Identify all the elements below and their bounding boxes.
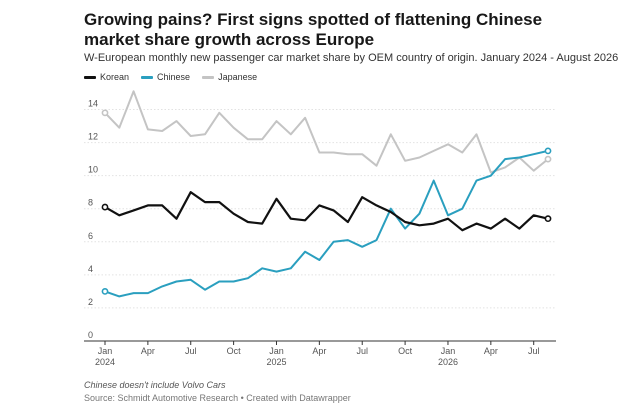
start-point-japanese xyxy=(101,109,109,117)
series-line-korean xyxy=(103,191,550,232)
y-tick-label: 8 xyxy=(88,198,93,208)
x-tick-label: Oct xyxy=(398,346,413,356)
legend-item-japanese: Japanese xyxy=(202,72,257,82)
legend-item-chinese: Chinese xyxy=(141,72,190,82)
chart-subtitle: W-European monthly new passenger car mar… xyxy=(84,52,619,64)
legend-swatch-japanese xyxy=(202,75,215,79)
x-tick-label: Jan xyxy=(441,346,456,356)
chart-title: Growing pains? First signs spotted of fl… xyxy=(84,10,543,49)
y-tick-label: 14 xyxy=(88,99,98,109)
legend-label-japanese: Japanese xyxy=(218,72,258,82)
grid-lines xyxy=(84,109,556,342)
x-tick-label: Apr xyxy=(312,346,326,356)
x-tick-year-label: 2026 xyxy=(438,357,458,367)
x-tick-label: Jul xyxy=(528,346,540,356)
x-tick-year-label: 2025 xyxy=(266,357,286,367)
y-tick-label: 10 xyxy=(88,165,98,175)
x-tick-year-label: 2024 xyxy=(95,357,115,367)
y-tick-label: 0 xyxy=(88,330,93,340)
end-point-japanese xyxy=(544,155,552,163)
legend-label-chinese: Chinese xyxy=(157,72,191,82)
x-tick-label: Jan xyxy=(269,346,284,356)
x-tick-label: Apr xyxy=(484,346,498,356)
x-tick-label: Jul xyxy=(356,346,368,356)
start-point-chinese xyxy=(101,287,109,295)
x-tick-label: Apr xyxy=(141,346,155,356)
legend-swatch-chinese xyxy=(141,75,154,79)
legend: Korean Chinese Japanese xyxy=(84,72,257,82)
series-line-japanese xyxy=(104,90,549,174)
x-tick-label: Jan xyxy=(98,346,113,356)
series-line-chinese xyxy=(104,149,549,298)
y-tick-label: 12 xyxy=(88,132,98,142)
series-lines xyxy=(101,90,552,298)
y-tick-label: 6 xyxy=(88,231,93,241)
x-tick-label: Oct xyxy=(227,346,242,356)
chart-note: Chinese doesn't include Volvo Cars xyxy=(84,380,226,390)
end-point-korean xyxy=(544,215,552,223)
end-point-chinese xyxy=(544,147,552,155)
start-point-korean xyxy=(101,203,109,211)
legend-swatch-korean xyxy=(84,75,96,79)
x-tick-label: Jul xyxy=(185,346,197,356)
y-tick-label: 2 xyxy=(88,297,93,307)
y-tick-label: 4 xyxy=(88,264,93,274)
legend-item-korean: Korean xyxy=(84,72,129,82)
chart-source: Source: Schmidt Automotive Research • Cr… xyxy=(84,393,351,403)
legend-label-korean: Korean xyxy=(100,72,130,82)
y-axis-labels: 0 2 4 6 8 10 12 14 xyxy=(88,99,98,340)
